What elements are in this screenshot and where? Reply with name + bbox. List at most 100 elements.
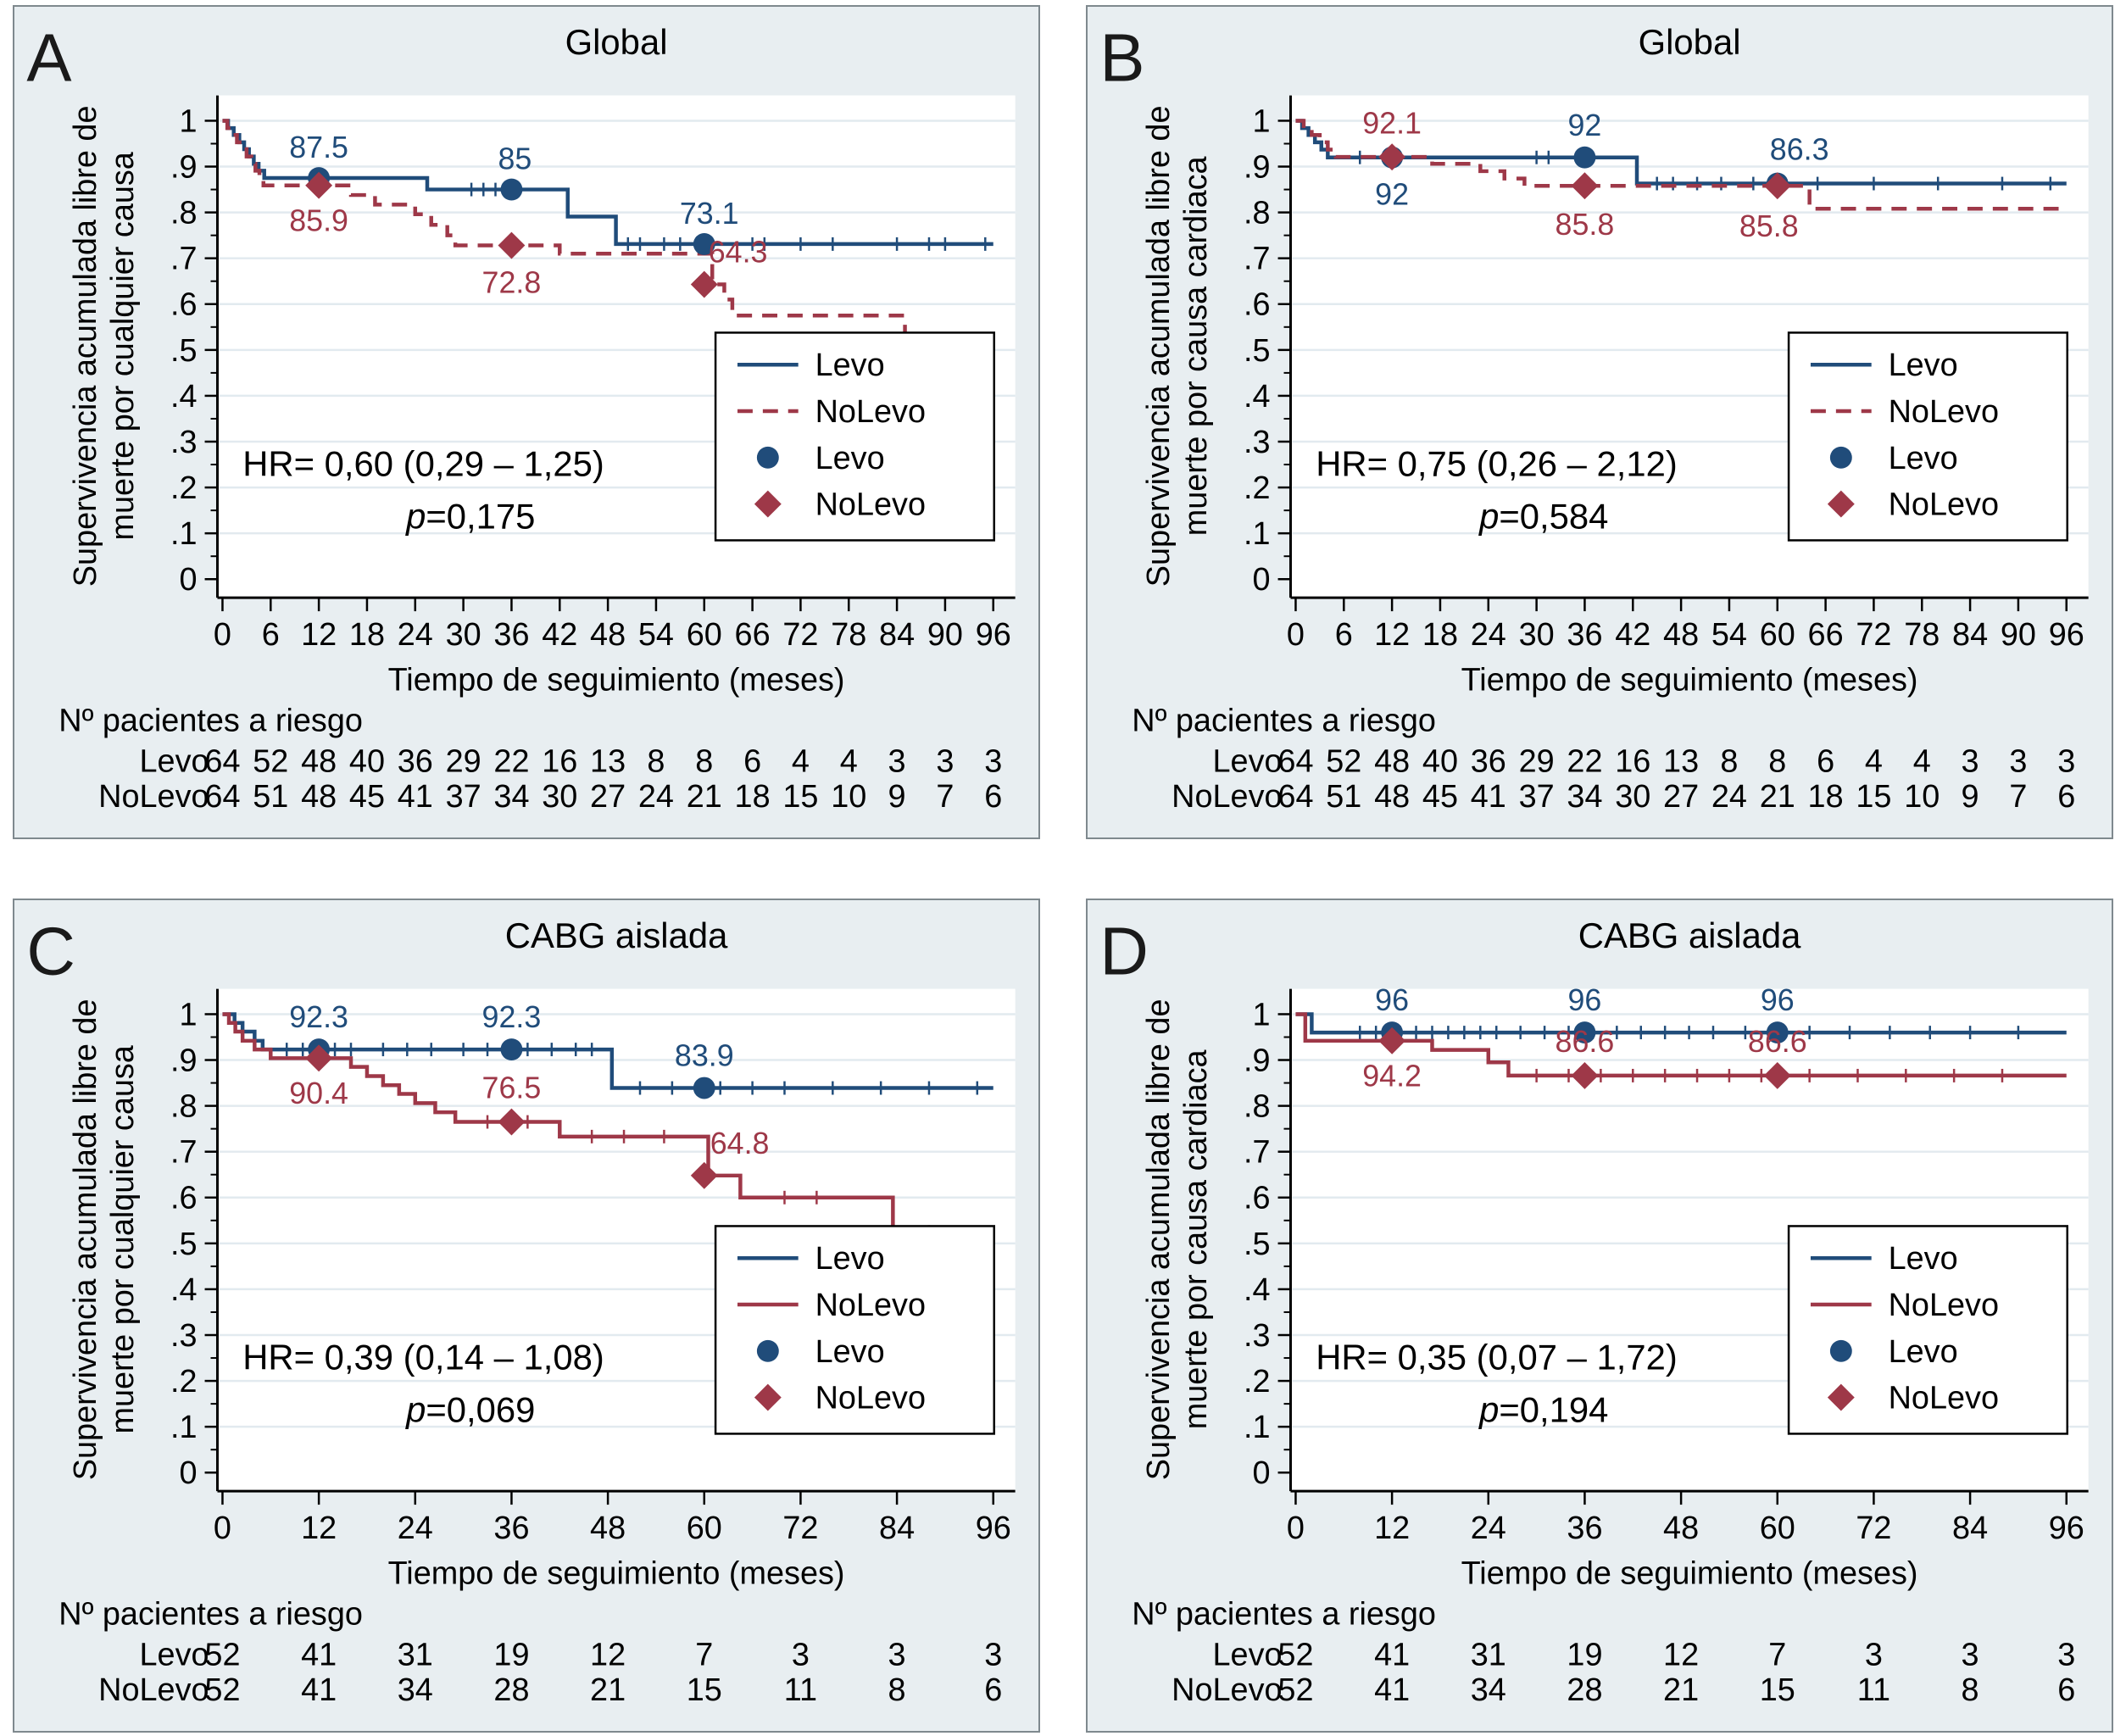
diamond-marker	[690, 270, 718, 298]
diamond-marker	[498, 1108, 526, 1136]
p-value-text: p=0,584	[1478, 496, 1608, 536]
risk-count: 3	[792, 1637, 810, 1672]
risk-count: 40	[349, 743, 385, 779]
risk-count: 34	[1471, 1672, 1506, 1708]
risk-count: 34	[1567, 779, 1602, 815]
legend-label: NoLevo	[815, 487, 926, 523]
hr-annotation: HR= 0,35 (0,07 – 1,72) p=0,194	[1316, 1338, 1678, 1430]
y-tick-label: .1	[1244, 1410, 1271, 1445]
y-tick-label: .2	[170, 470, 198, 506]
y-tick-label: .9	[170, 149, 198, 185]
risk-count: 22	[493, 743, 529, 779]
legend-label: Levo	[815, 348, 885, 383]
markers-levo: 92.3 92.3 83.9	[289, 1000, 734, 1099]
x-tick-label: 0	[214, 617, 231, 653]
risk-count: 52	[1277, 1672, 1313, 1708]
risk-count: 3	[888, 743, 906, 779]
legend-label: Levo	[815, 1334, 885, 1370]
p-value-text: p=0,175	[404, 496, 535, 536]
risk-count: 51	[1326, 779, 1361, 815]
risk-count: 21	[590, 1672, 626, 1708]
x-tick-label: 24	[398, 617, 433, 653]
x-tick-label: 90	[2001, 617, 2036, 653]
x-tick-label: 12	[301, 617, 337, 653]
panel-d-cabg-cardiac: 0.1.2.3.4.5.6.7.8.910 12 24 36 48 60 72 84 96Tie…	[1086, 899, 2113, 1733]
x-tick-label: 42	[542, 617, 577, 653]
risk-count: 31	[1471, 1637, 1506, 1672]
risk-count: 3	[1962, 1637, 1979, 1672]
x-tick-label: 0	[1287, 1511, 1305, 1546]
y-axis-title-line2: muerte por cualquier causa	[105, 1044, 141, 1433]
circle-marker	[500, 178, 523, 201]
risk-count: 13	[590, 743, 626, 779]
risk-count: 18	[1808, 779, 1844, 815]
legend-diamond-sample	[754, 1383, 782, 1411]
panel-letter: A	[26, 20, 71, 96]
risk-count: 36	[1471, 743, 1506, 779]
risk-count: 7	[2009, 779, 2027, 815]
legend-label: NoLevo	[1889, 1288, 1999, 1323]
panel-letter: C	[26, 914, 75, 989]
risk-row-label: NoLevo	[98, 779, 209, 815]
x-tick-label: 84	[879, 617, 915, 653]
y-tick-label: .7	[1244, 242, 1271, 277]
risk-count: 6	[743, 743, 761, 779]
y-tick-label: .3	[170, 425, 198, 460]
hr-text: HR= 0,35 (0,07 – 1,72)	[1316, 1338, 1678, 1377]
y-tick-label: .8	[1244, 1089, 1271, 1125]
risk-count: 52	[253, 743, 288, 779]
risk-count: 64	[1277, 743, 1313, 779]
risk-count: 16	[542, 743, 577, 779]
x-tick-label: 60	[1760, 1511, 1795, 1546]
data-label: 92.1	[1362, 106, 1422, 140]
x-tick-label: 54	[1711, 617, 1747, 653]
risk-count: 64	[1277, 779, 1313, 815]
risk-count: 15	[782, 779, 818, 815]
risk-count: 9	[1962, 779, 1979, 815]
data-label: 85.9	[289, 203, 348, 237]
risk-count: 41	[1374, 1672, 1410, 1708]
panel-c-cabg-allcause: 0.1.2.3.4.5.6.7.8.910 12 24 36 48 60 72 84 96Tie…	[13, 899, 1040, 1733]
risk-row-label: Levo	[1212, 743, 1282, 779]
y-tick-label: .1	[170, 516, 198, 552]
y-tick-label: .6	[1244, 1181, 1271, 1216]
x-tick-label: 60	[1760, 617, 1795, 653]
risk-count: 31	[398, 1637, 433, 1672]
legend-label: NoLevo	[815, 1381, 926, 1416]
risk-row-label: Levo	[1212, 1637, 1282, 1672]
risk-count: 9	[888, 779, 906, 815]
risk-count: 51	[253, 779, 288, 815]
risk-count: 3	[1865, 1637, 1883, 1672]
legend-label: NoLevo	[815, 1288, 926, 1323]
risk-count: 3	[2057, 1637, 2075, 1672]
risk-table-header: Nº pacientes a riesgo	[58, 704, 363, 739]
y-tick-label: .4	[1244, 1272, 1271, 1308]
risk-count: 30	[542, 779, 577, 815]
risk-count: 3	[888, 1637, 906, 1672]
risk-count: 21	[1760, 779, 1795, 815]
risk-count: 13	[1663, 743, 1699, 779]
y-tick-label: .2	[170, 1364, 198, 1399]
risk-count: 7	[1768, 1637, 1786, 1672]
markers-levo: 96 96 96	[1375, 983, 1795, 1044]
data-label: 92.3	[289, 1000, 348, 1034]
data-label: 94.2	[1362, 1060, 1422, 1093]
circle-marker	[693, 1077, 715, 1099]
data-label: 76.5	[482, 1071, 542, 1105]
y-axis-ticks: 0 .1 .2 .3 .4 .5 .6 .7 .8 .9 1	[170, 103, 218, 598]
risk-count: 24	[1711, 779, 1747, 815]
data-label: 86.6	[1556, 1025, 1615, 1059]
x-tick-label: 18	[349, 617, 385, 653]
x-tick-label: 36	[493, 617, 529, 653]
axes	[215, 95, 1016, 599]
circle-marker	[1573, 1021, 1596, 1044]
risk-count: 18	[735, 779, 771, 815]
risk-count: 52	[204, 1672, 240, 1708]
x-tick-label: 12	[1374, 1511, 1410, 1546]
y-axis-title-line2: muerte por causa cardiaca	[1178, 1049, 1214, 1429]
x-tick-label: 6	[262, 617, 280, 653]
legend-circle-sample	[756, 1339, 779, 1362]
hr-text: HR= 0,75 (0,26 – 2,12)	[1316, 444, 1678, 484]
